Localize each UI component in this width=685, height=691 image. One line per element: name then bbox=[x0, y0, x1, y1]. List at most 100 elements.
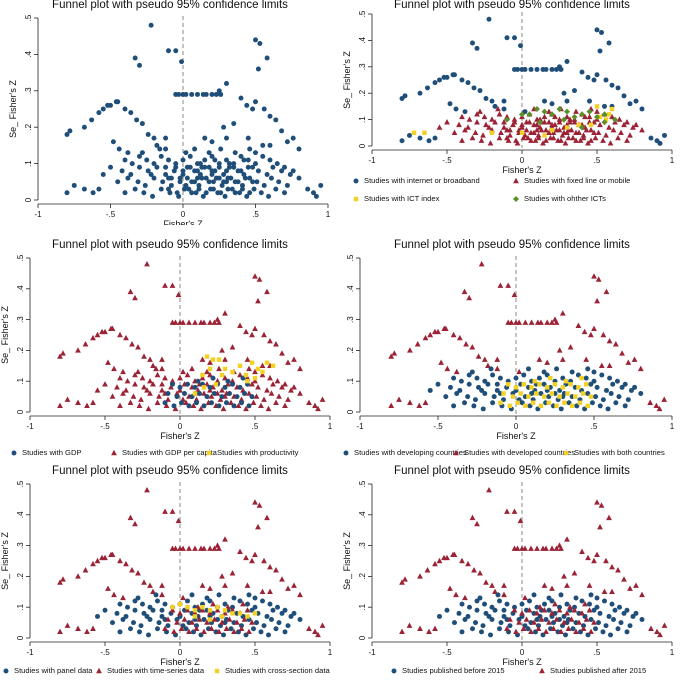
data-point-studies-with-internet-or-broadband bbox=[501, 106, 507, 112]
data-point-studies-with-internet-or-broadband bbox=[554, 66, 559, 72]
data-point-studies-published-before-2015 bbox=[627, 623, 633, 629]
data-point-all-studies bbox=[239, 186, 245, 192]
data-point-studies-with-gdp-per-capita bbox=[144, 260, 150, 267]
data-point-studies-published-after-2015 bbox=[516, 619, 522, 625]
data-point-all-studies bbox=[195, 91, 200, 97]
data-point-all-studies bbox=[244, 193, 250, 199]
data-point-studies-with-developed-countries bbox=[538, 319, 544, 325]
data-point-all-studies bbox=[296, 175, 302, 181]
legend-marker bbox=[391, 668, 397, 674]
data-point-studies-with-cross-section-data bbox=[207, 617, 213, 622]
data-point-studies-with-gdp-per-capita bbox=[268, 390, 275, 396]
data-point-studies-with-developing-countries bbox=[435, 381, 441, 387]
data-point-studies-with-time-series-data bbox=[234, 619, 240, 625]
data-point-all-studies bbox=[206, 150, 212, 156]
data-point-studies-with-time-series-data bbox=[249, 619, 255, 625]
data-point-studies-with-developed-countries bbox=[511, 291, 518, 298]
data-point-studies-with-ict-index bbox=[564, 125, 570, 130]
data-point-studies-with-fixed-line-or-mobile bbox=[541, 119, 548, 125]
y-tick-label: 0 bbox=[358, 635, 367, 640]
data-point-studies-with-both-countries bbox=[588, 394, 594, 399]
data-point-studies-with-internet-or-broadband bbox=[437, 77, 442, 83]
data-point-studies-with-both-countries bbox=[548, 375, 553, 381]
data-point-all-studies bbox=[231, 121, 237, 127]
data-point-studies-with-developed-countries bbox=[581, 328, 588, 335]
data-point-studies-with-developing-countries bbox=[458, 378, 464, 384]
data-point-studies-with-time-series-data bbox=[172, 545, 179, 551]
data-point-studies-published-after-2015 bbox=[657, 631, 663, 638]
data-point-studies-with-developing-countries bbox=[599, 372, 605, 378]
data-point-studies-with-time-series-data bbox=[211, 545, 218, 551]
data-point-studies-with-developed-countries bbox=[553, 319, 560, 325]
data-point-studies-with-gdp-per-capita bbox=[147, 390, 153, 396]
data-point-studies-with-gdp-per-capita bbox=[169, 378, 176, 384]
data-point-studies-with-productivity bbox=[201, 385, 207, 390]
data-point-studies-with-productivity bbox=[219, 372, 225, 378]
data-point-studies-with-developing-countries bbox=[480, 406, 486, 412]
data-point-studies-with-gdp-per-capita bbox=[150, 362, 156, 368]
data-point-all-studies bbox=[232, 190, 238, 196]
data-point-all-studies bbox=[125, 150, 131, 156]
data-point-studies-with-internet-or-broadband bbox=[597, 48, 603, 54]
data-point-studies-with-gdp-per-capita bbox=[306, 399, 312, 405]
data-point-studies-with-time-series-data bbox=[261, 557, 267, 564]
data-point-studies-published-after-2015 bbox=[432, 625, 438, 631]
data-point-studies-published-after-2015 bbox=[523, 616, 530, 622]
data-point-studies-with-gdp-per-capita bbox=[183, 399, 189, 405]
data-point-studies-with-productivity bbox=[245, 379, 250, 384]
data-point-studies-published-after-2015 bbox=[489, 582, 495, 588]
data-point-studies-published-after-2015 bbox=[621, 576, 627, 582]
data-point-studies-with-gdp-per-capita bbox=[109, 325, 116, 332]
data-point-studies-published-before-2015 bbox=[542, 601, 547, 607]
x-tick-label: .5 bbox=[252, 648, 259, 657]
data-point-studies-with-both-countries bbox=[563, 379, 569, 384]
data-point-studies-published-before-2015 bbox=[474, 598, 480, 604]
data-point-all-studies bbox=[247, 146, 253, 152]
data-point-studies-with-panel-data bbox=[114, 610, 120, 616]
legend-marker bbox=[513, 196, 519, 202]
data-point-studies-with-fixed-line-or-mobile bbox=[592, 134, 599, 141]
data-point-studies-with-panel-data bbox=[201, 617, 207, 622]
data-point-studies-published-after-2015 bbox=[582, 600, 588, 607]
data-point-studies-with-fixed-line-or-mobile bbox=[496, 134, 503, 141]
data-point-studies-with-gdp-per-capita bbox=[60, 350, 66, 356]
panel-5: Funnel plot with pseudo 95% confidence l… bbox=[0, 465, 340, 691]
data-point-studies-with-time-series-data bbox=[175, 517, 182, 524]
legend-label: Studies with productivity bbox=[217, 448, 299, 457]
data-point-studies-with-gdp-per-capita bbox=[124, 378, 131, 384]
data-point-studies-published-before-2015 bbox=[608, 632, 613, 638]
data-point-studies-with-gdp-per-capita bbox=[252, 378, 258, 384]
data-point-studies-with-fixed-line-or-mobile bbox=[549, 121, 555, 128]
data-point-studies-with-gdp-per-capita bbox=[57, 353, 63, 359]
data-point-studies-with-panel-data bbox=[117, 629, 123, 635]
data-point-studies-with-gdp-per-capita bbox=[246, 390, 252, 396]
data-point-studies-with-cross-section-data bbox=[245, 614, 250, 619]
data-point-studies-with-fixed-line-or-mobile bbox=[535, 134, 542, 141]
data-point-studies-with-developing-countries bbox=[583, 375, 589, 381]
data-point-studies-with-panel-data bbox=[264, 613, 270, 619]
data-point-studies-with-gdp bbox=[209, 400, 214, 406]
data-point-studies-published-before-2015 bbox=[611, 617, 616, 622]
x-tick-label: 0 bbox=[178, 422, 183, 431]
data-point-studies-with-productivity bbox=[252, 375, 258, 381]
data-point-studies-with-developed-countries bbox=[549, 319, 555, 325]
data-point-studies-published-before-2015 bbox=[563, 632, 568, 638]
data-point-studies-published-before-2015 bbox=[639, 617, 645, 622]
x-axis-label: Fisher's Z bbox=[163, 219, 203, 225]
legend-label: Studies with GDP bbox=[22, 448, 82, 457]
data-point-all-studies bbox=[231, 164, 237, 170]
data-point-studies-with-cross-section-data bbox=[200, 605, 205, 610]
data-point-all-studies bbox=[115, 179, 121, 185]
data-point-studies-with-ohther-icts bbox=[579, 124, 585, 131]
data-point-studies-with-fixed-line-or-mobile bbox=[546, 129, 552, 135]
data-point-all-studies bbox=[196, 182, 202, 188]
data-point-studies-with-both-countries bbox=[576, 385, 581, 390]
data-point-all-studies bbox=[67, 128, 73, 134]
data-point-studies-with-developed-countries bbox=[475, 353, 482, 359]
data-point-studies-with-panel-data bbox=[120, 617, 126, 622]
data-point-all-studies bbox=[226, 164, 232, 170]
legend-marker bbox=[214, 668, 220, 674]
data-point-studies-with-fixed-line-or-mobile bbox=[531, 129, 537, 135]
data-point-studies-with-gdp-per-capita bbox=[132, 294, 138, 301]
data-point-studies-with-gdp bbox=[197, 391, 202, 396]
